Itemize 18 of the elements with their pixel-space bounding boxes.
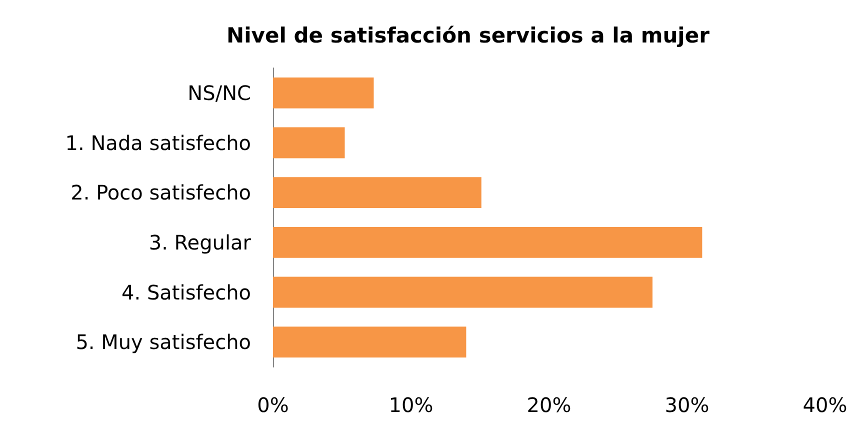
x-tick-label: 20%	[526, 393, 572, 417]
x-tick-label: 30%	[664, 393, 710, 417]
x-tick-label: 40%	[802, 393, 848, 417]
x-tick-label: 0%	[257, 393, 289, 417]
y-tick-label: NS/NC	[188, 80, 251, 105]
chart-title: Nivel de satisfacción servicios a la mujer	[226, 24, 710, 48]
bar	[273, 177, 482, 208]
bar	[273, 326, 466, 358]
bar	[273, 77, 374, 108]
x-tick-label: 10%	[388, 393, 434, 417]
y-tick-label: 3. Regular	[148, 230, 252, 254]
bar	[273, 226, 702, 258]
y-tick-label: 4. Satisfecho	[122, 280, 251, 304]
bar	[273, 127, 345, 158]
y-tick-label: 2. Poco satisfecho	[70, 180, 251, 205]
y-tick-label: 1. Nada satisfecho	[65, 130, 251, 155]
y-tick-label: 5. Muy satisfecho	[76, 330, 251, 354]
bar	[273, 276, 652, 308]
